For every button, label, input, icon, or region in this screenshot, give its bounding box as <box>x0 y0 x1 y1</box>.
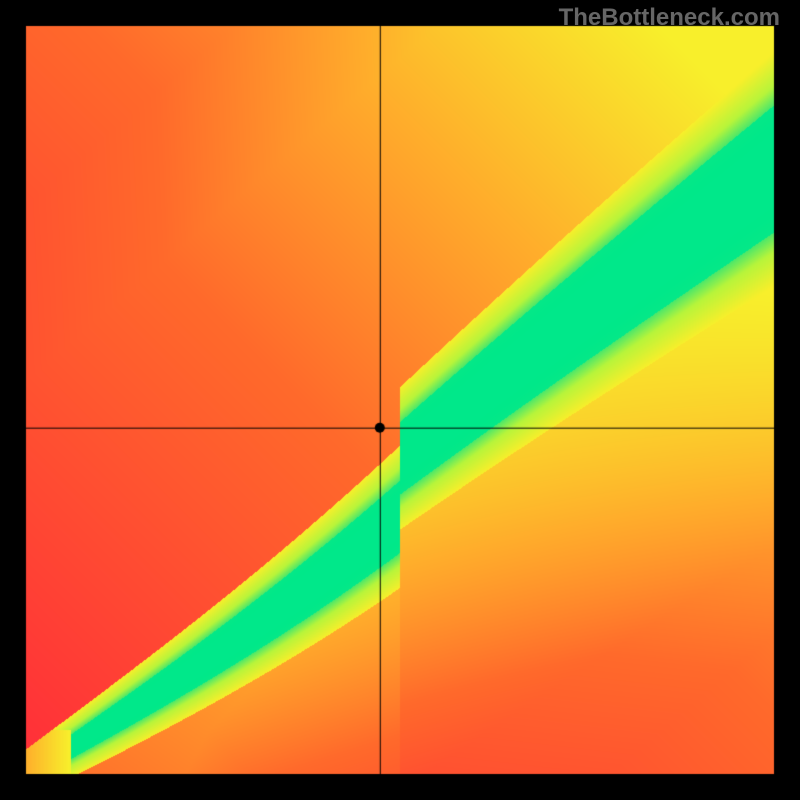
watermark-text: TheBottleneck.com <box>559 4 780 32</box>
bottleneck-heatmap <box>0 0 800 800</box>
